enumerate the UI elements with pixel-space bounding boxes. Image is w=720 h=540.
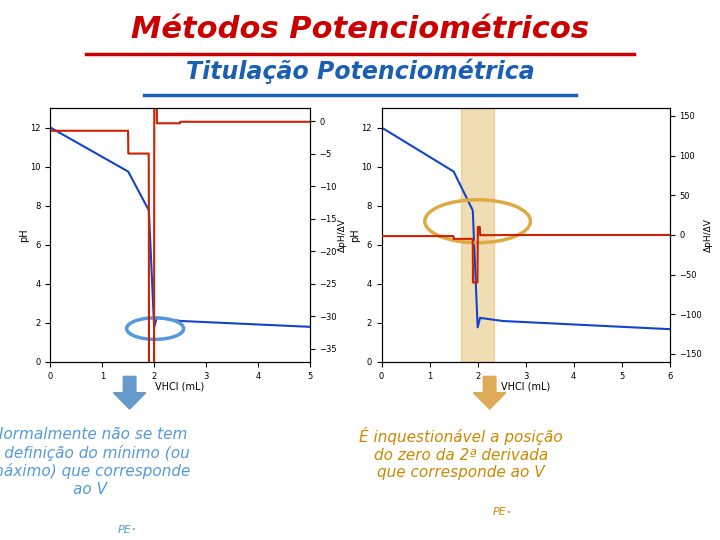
Text: É inquestionável a posição
do zero da 2ª derivada
que corresponde ao V: É inquestionável a posição do zero da 2ª…	[359, 427, 562, 480]
Y-axis label: pH: pH	[19, 228, 29, 242]
X-axis label: VHCl (mL): VHCl (mL)	[501, 382, 550, 392]
Y-axis label: ΔpH/ΔV: ΔpH/ΔV	[703, 218, 713, 252]
Text: Titulação Potenciométrica: Titulação Potenciométrica	[186, 58, 534, 84]
Text: PE: PE	[118, 525, 132, 535]
Text: PE: PE	[493, 508, 507, 517]
Text: .: .	[506, 501, 511, 516]
FancyArrow shape	[114, 376, 145, 409]
X-axis label: VHCl (mL): VHCl (mL)	[156, 382, 204, 392]
FancyArrow shape	[474, 376, 505, 409]
Text: Normalmente não se tem
a definição do mínimo (ou
máximo) que corresponde
ao V: Normalmente não se tem a definição do mí…	[0, 427, 191, 497]
Text: Métodos Potenciométricos: Métodos Potenciométricos	[131, 15, 589, 44]
Y-axis label: ΔpH/ΔV: ΔpH/ΔV	[338, 218, 347, 252]
Text: .: .	[131, 518, 136, 534]
Y-axis label: pH: pH	[350, 228, 360, 242]
